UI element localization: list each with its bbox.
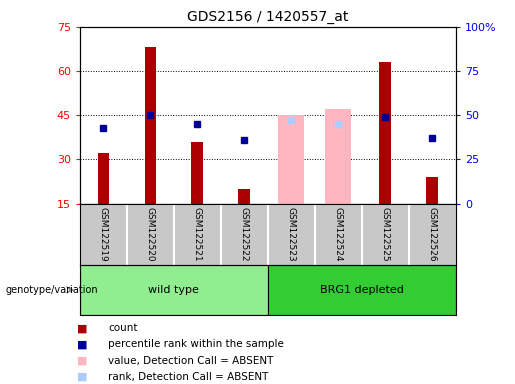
Bar <box>279 115 304 204</box>
Bar <box>380 62 391 204</box>
Text: GSM122520: GSM122520 <box>146 207 155 261</box>
Bar <box>192 142 203 204</box>
Text: rank, Detection Call = ABSENT: rank, Detection Call = ABSENT <box>108 372 268 382</box>
Text: GSM122523: GSM122523 <box>287 207 296 261</box>
Bar <box>97 154 109 204</box>
Bar <box>238 189 250 204</box>
Text: percentile rank within the sample: percentile rank within the sample <box>108 339 284 349</box>
Text: wild type: wild type <box>148 285 199 295</box>
Text: GSM122526: GSM122526 <box>428 207 437 261</box>
Text: value, Detection Call = ABSENT: value, Detection Call = ABSENT <box>108 356 273 366</box>
Text: ■: ■ <box>77 323 88 333</box>
Text: GSM122524: GSM122524 <box>334 207 343 261</box>
Text: GSM122525: GSM122525 <box>381 207 390 261</box>
Bar <box>426 177 438 204</box>
Bar <box>80 265 268 315</box>
Bar <box>325 109 351 204</box>
Text: count: count <box>108 323 138 333</box>
Bar <box>268 265 456 315</box>
Text: GSM122521: GSM122521 <box>193 207 202 261</box>
Text: ■: ■ <box>77 339 88 349</box>
Title: GDS2156 / 1420557_at: GDS2156 / 1420557_at <box>187 10 349 25</box>
Text: ■: ■ <box>77 372 88 382</box>
Text: GSM122519: GSM122519 <box>99 207 108 262</box>
Text: GSM122522: GSM122522 <box>240 207 249 261</box>
Text: ■: ■ <box>77 356 88 366</box>
Text: BRG1 depleted: BRG1 depleted <box>320 285 404 295</box>
Text: genotype/variation: genotype/variation <box>5 285 98 295</box>
Bar <box>145 48 156 204</box>
